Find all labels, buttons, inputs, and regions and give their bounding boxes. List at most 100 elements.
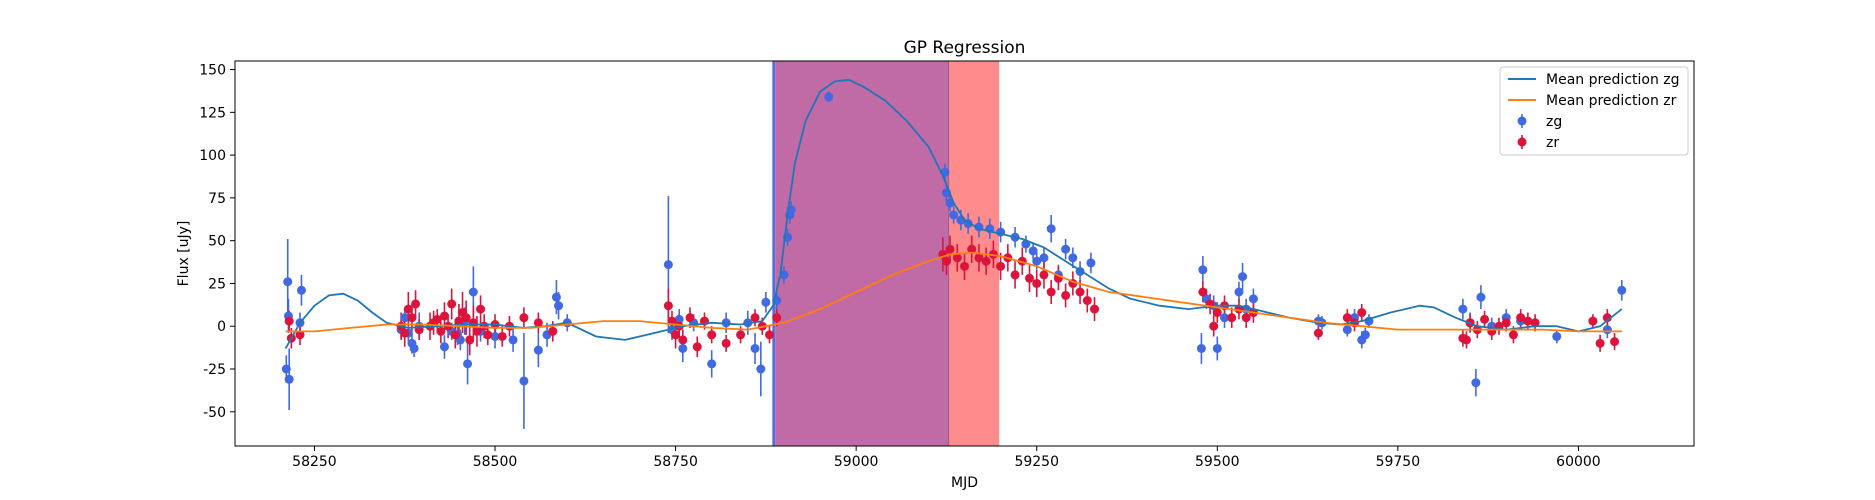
point-zg-57 bbox=[1032, 256, 1042, 266]
point-zg-59 bbox=[1046, 224, 1056, 234]
point-zg-31 bbox=[678, 343, 688, 353]
point-zr-2 bbox=[295, 330, 305, 340]
point-zr-0 bbox=[284, 316, 294, 326]
point-zr-48 bbox=[941, 256, 951, 266]
point-zg-28 bbox=[663, 260, 673, 270]
plot-frame bbox=[234, 60, 1695, 447]
point-zg-36 bbox=[750, 343, 760, 353]
point-zg-1 bbox=[283, 277, 293, 287]
x-axis-ticks: 58250 58500 58750 59000 59250 59500 59750 60000 bbox=[292, 446, 1601, 470]
point-zr-25 bbox=[483, 330, 493, 340]
point-zr-94 bbox=[1530, 318, 1540, 328]
point-zr-53 bbox=[974, 253, 984, 263]
point-zg-77 bbox=[1342, 325, 1352, 335]
prediction-lines bbox=[284, 78, 1623, 349]
point-zg-69 bbox=[1212, 343, 1222, 353]
point-zr-79 bbox=[1313, 328, 1323, 338]
point-zg-37 bbox=[756, 364, 766, 374]
y-tick-label-100: 100 bbox=[199, 148, 226, 164]
point-zg-18 bbox=[468, 287, 478, 297]
legend-label-zr-line: Mean prediction zr bbox=[1546, 93, 1677, 109]
point-zg-70 bbox=[1220, 313, 1230, 323]
y-tick-label--25: -25 bbox=[203, 362, 226, 378]
point-zr-70 bbox=[1198, 287, 1208, 297]
point-zg-10 bbox=[409, 343, 419, 353]
point-zr-80 bbox=[1342, 313, 1352, 323]
point-zr-61 bbox=[1032, 278, 1042, 288]
legend-marker-zg bbox=[1517, 116, 1527, 126]
x-tick-label-59500: 59500 bbox=[1195, 454, 1240, 470]
point-zr-82 bbox=[1357, 308, 1367, 318]
point-zr-24 bbox=[479, 321, 489, 331]
x-tick-label-59250: 59250 bbox=[1014, 454, 1059, 470]
point-zr-90 bbox=[1501, 318, 1511, 328]
point-zg-65 bbox=[1196, 343, 1206, 353]
y-tick-label-0: 0 bbox=[217, 319, 226, 335]
point-zr-12 bbox=[436, 326, 446, 336]
line-zr bbox=[285, 251, 1622, 333]
point-zr-98 bbox=[1610, 337, 1620, 347]
line-zg bbox=[284, 78, 1623, 349]
point-zr-32 bbox=[663, 301, 673, 311]
point-zr-69 bbox=[1090, 304, 1100, 314]
y-axis-label: Flux [uJy] bbox=[176, 221, 192, 287]
y-tick-label-25: 25 bbox=[208, 276, 226, 292]
point-zg-33 bbox=[707, 359, 717, 369]
point-zr-63 bbox=[1046, 287, 1056, 297]
point-zr-29 bbox=[519, 313, 529, 323]
point-zr-77 bbox=[1241, 313, 1251, 323]
point-zr-37 bbox=[685, 313, 695, 323]
y-tick-label-50: 50 bbox=[208, 234, 226, 250]
point-zg-90 bbox=[1602, 325, 1612, 335]
point-zr-4 bbox=[400, 328, 410, 338]
point-zr-45 bbox=[764, 330, 774, 340]
point-zg-61 bbox=[1061, 244, 1071, 254]
point-zr-20 bbox=[465, 335, 475, 345]
point-zr-93 bbox=[1523, 316, 1533, 326]
x-axis-label: MJD bbox=[951, 475, 978, 491]
point-zr-49 bbox=[945, 244, 955, 254]
point-zg-22 bbox=[519, 376, 529, 386]
point-zr-43 bbox=[750, 313, 760, 323]
point-zg-71 bbox=[1234, 287, 1244, 297]
point-zr-40 bbox=[707, 330, 717, 340]
y-tick-label--50: -50 bbox=[203, 405, 226, 421]
point-zg-58 bbox=[1039, 253, 1049, 263]
point-zg-64 bbox=[1086, 258, 1096, 268]
point-zr-65 bbox=[1061, 290, 1071, 300]
x-tick-label-58750: 58750 bbox=[653, 454, 698, 470]
point-zg-56 bbox=[1028, 246, 1038, 256]
point-zr-95 bbox=[1588, 316, 1598, 326]
point-zg-30 bbox=[674, 314, 684, 324]
point-zr-27 bbox=[497, 331, 507, 341]
point-zr-67 bbox=[1075, 287, 1085, 297]
point-zr-72 bbox=[1209, 321, 1219, 331]
point-zr-5 bbox=[403, 304, 413, 314]
point-zr-56 bbox=[996, 261, 1006, 271]
point-zr-15 bbox=[447, 299, 457, 309]
point-zr-23 bbox=[476, 304, 486, 314]
point-zg-12 bbox=[439, 342, 449, 352]
x-tick-label-58500: 58500 bbox=[473, 454, 518, 470]
y-tick-label-125: 125 bbox=[199, 105, 226, 121]
point-zr-31 bbox=[548, 326, 558, 336]
y-tick-label-150: 150 bbox=[199, 63, 226, 79]
point-zg-26 bbox=[554, 301, 564, 311]
y-axis-ticks: -50 -25 0 25 50 75 100 125 150 bbox=[199, 63, 235, 421]
point-zg-25 bbox=[551, 292, 561, 302]
x-tick-label-59000: 59000 bbox=[834, 454, 879, 470]
point-zg-80 bbox=[1360, 330, 1370, 340]
point-zr-96 bbox=[1595, 338, 1605, 348]
point-zg-7 bbox=[400, 313, 410, 323]
point-zg-84 bbox=[1471, 378, 1481, 388]
point-zr-50 bbox=[952, 253, 962, 263]
point-zg-66 bbox=[1198, 265, 1208, 275]
point-zr-16 bbox=[450, 330, 460, 340]
point-zr-6 bbox=[407, 313, 417, 323]
point-zr-30 bbox=[533, 318, 543, 328]
point-zr-34 bbox=[671, 330, 681, 340]
shaded-spans bbox=[772, 61, 1000, 446]
point-zr-7 bbox=[411, 299, 421, 309]
point-zr-52 bbox=[967, 244, 977, 254]
